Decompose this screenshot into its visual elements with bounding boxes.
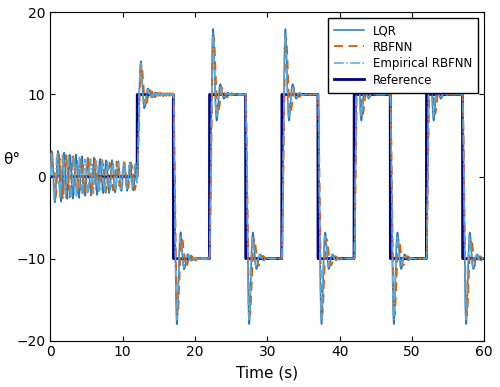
LQR (132, 168, 138, 173)
Empirical RBFNN (92, 170, 98, 175)
Empirical RBFNN (301, 92, 307, 97)
X-axis label: Time (s): Time (s) (236, 365, 298, 380)
RBFNN (48, 171, 54, 176)
LQR (460, 143, 466, 148)
LQR (341, 257, 347, 261)
Empirical RBFNN (341, 256, 347, 261)
Line: Empirical RBFNN: Empirical RBFNN (50, 33, 484, 320)
LQR (174, 322, 180, 327)
Reference (341, 256, 347, 261)
LQR (48, 174, 54, 179)
Reference (170, 256, 176, 261)
Empirical RBFNN (481, 256, 487, 260)
Reference (346, 256, 352, 261)
RBFNN (341, 256, 347, 260)
RBFNN (464, 313, 470, 318)
Reference (481, 256, 487, 261)
Empirical RBFNN (460, 147, 466, 151)
RBFNN (92, 158, 98, 163)
Empirical RBFNN (174, 318, 180, 322)
LQR (301, 93, 307, 98)
Reference (460, 256, 466, 261)
Empirical RBFNN (210, 31, 216, 36)
Empirical RBFNN (132, 164, 138, 169)
Empirical RBFNN (346, 256, 352, 261)
Line: Reference: Reference (50, 94, 484, 259)
RBFNN (346, 257, 352, 261)
RBFNN (300, 91, 306, 96)
LQR (346, 256, 352, 261)
Reference (132, 174, 138, 179)
Reference (48, 174, 54, 179)
Reference (301, 92, 307, 97)
RBFNN (132, 183, 138, 188)
Line: RBFNN: RBFNN (50, 37, 484, 315)
Y-axis label: θ°: θ° (3, 152, 20, 167)
LQR (210, 27, 216, 31)
LQR (481, 255, 487, 260)
Legend: LQR, RBFNN, Empirical RBFNN, Reference: LQR, RBFNN, Empirical RBFNN, Reference (328, 18, 478, 93)
Reference (134, 92, 140, 97)
Reference (92, 174, 98, 179)
Line: LQR: LQR (50, 29, 484, 324)
RBFNN (460, 127, 466, 131)
Empirical RBFNN (48, 173, 54, 178)
RBFNN (211, 35, 217, 39)
LQR (92, 161, 98, 165)
RBFNN (481, 257, 487, 262)
